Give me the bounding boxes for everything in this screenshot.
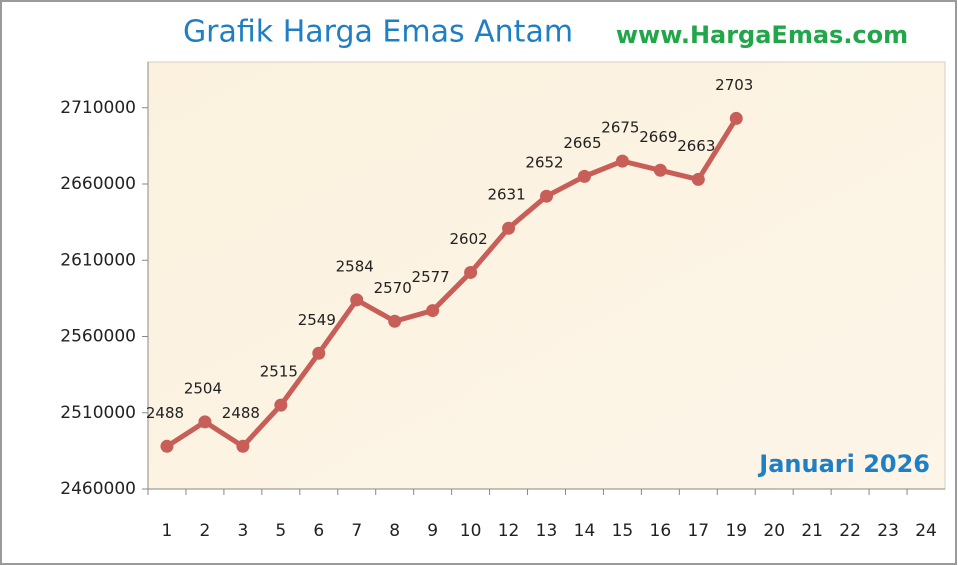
x-tick-label: 1 (162, 521, 173, 541)
point (502, 221, 516, 235)
line (165, 117, 739, 449)
x-tick-label: 3 (237, 521, 248, 541)
x-tick-label: 10 (460, 521, 482, 541)
x-tick-label: 23 (877, 521, 899, 541)
y-tick-label: 2710000 (60, 98, 136, 118)
x-tick-label: 22 (839, 521, 861, 541)
point (653, 163, 667, 177)
data-label: 2675 (601, 119, 639, 137)
data-label: 2488 (222, 404, 260, 422)
data-label: 2665 (563, 134, 601, 152)
data-label: 2488 (146, 404, 184, 422)
y-tick-label: 2560000 (60, 327, 136, 347)
point (540, 189, 553, 203)
x-tick-label: 19 (725, 521, 747, 541)
annotation: Januari 2026 (757, 450, 930, 478)
x-tick-label: 20 (763, 521, 785, 541)
y-tick-label: 2460000 (60, 479, 136, 499)
x-tick-label: 21 (801, 521, 823, 541)
data-label: 2631 (487, 186, 525, 204)
point (577, 169, 591, 183)
x-tick-label: 16 (650, 521, 672, 541)
data-label: 2602 (450, 230, 488, 248)
data-label: 2663 (677, 137, 715, 155)
x-tick-label: 14 (574, 521, 596, 541)
point (729, 111, 743, 125)
point (236, 439, 250, 453)
subtitle: www.HargaEmas.com (616, 21, 908, 49)
x-tick-label: 17 (687, 521, 709, 541)
chart-title: Grafik Harga Emas Antam (183, 15, 573, 50)
x-tick-label: 24 (915, 521, 937, 541)
point (198, 415, 212, 429)
data-label: 2652 (525, 154, 563, 172)
point (615, 154, 629, 168)
point (160, 439, 174, 453)
data-label: 2504 (184, 379, 222, 397)
y-tick-label: 2510000 (60, 403, 136, 423)
y-tick-label: 2660000 (60, 174, 136, 194)
data-label: 2549 (298, 311, 336, 329)
data-label: 2515 (260, 363, 298, 381)
point (350, 293, 364, 307)
data-label: 2570 (374, 279, 412, 297)
point (464, 265, 478, 279)
point (312, 346, 326, 360)
y-tick-label: 2610000 (60, 250, 136, 270)
data-label: 2703 (715, 76, 753, 94)
plot-area (147, 61, 946, 490)
x-tick-label: 9 (427, 521, 438, 541)
x-tick-label: 5 (275, 521, 286, 541)
x-tick-label: 12 (498, 521, 520, 541)
point (426, 304, 440, 318)
point (274, 398, 288, 412)
x-tick-label: 15 (612, 521, 634, 541)
point (691, 172, 705, 186)
x-tick-label: 8 (389, 521, 400, 541)
data-label: 2577 (412, 268, 450, 286)
data-label: 2669 (639, 128, 677, 146)
data-label: 2584 (336, 257, 374, 275)
x-tick-label: 6 (313, 521, 324, 541)
x-tick-label: 13 (536, 521, 558, 541)
x-tick-label: 7 (351, 521, 362, 541)
x-tick-label: 2 (200, 521, 211, 541)
point (388, 314, 402, 328)
